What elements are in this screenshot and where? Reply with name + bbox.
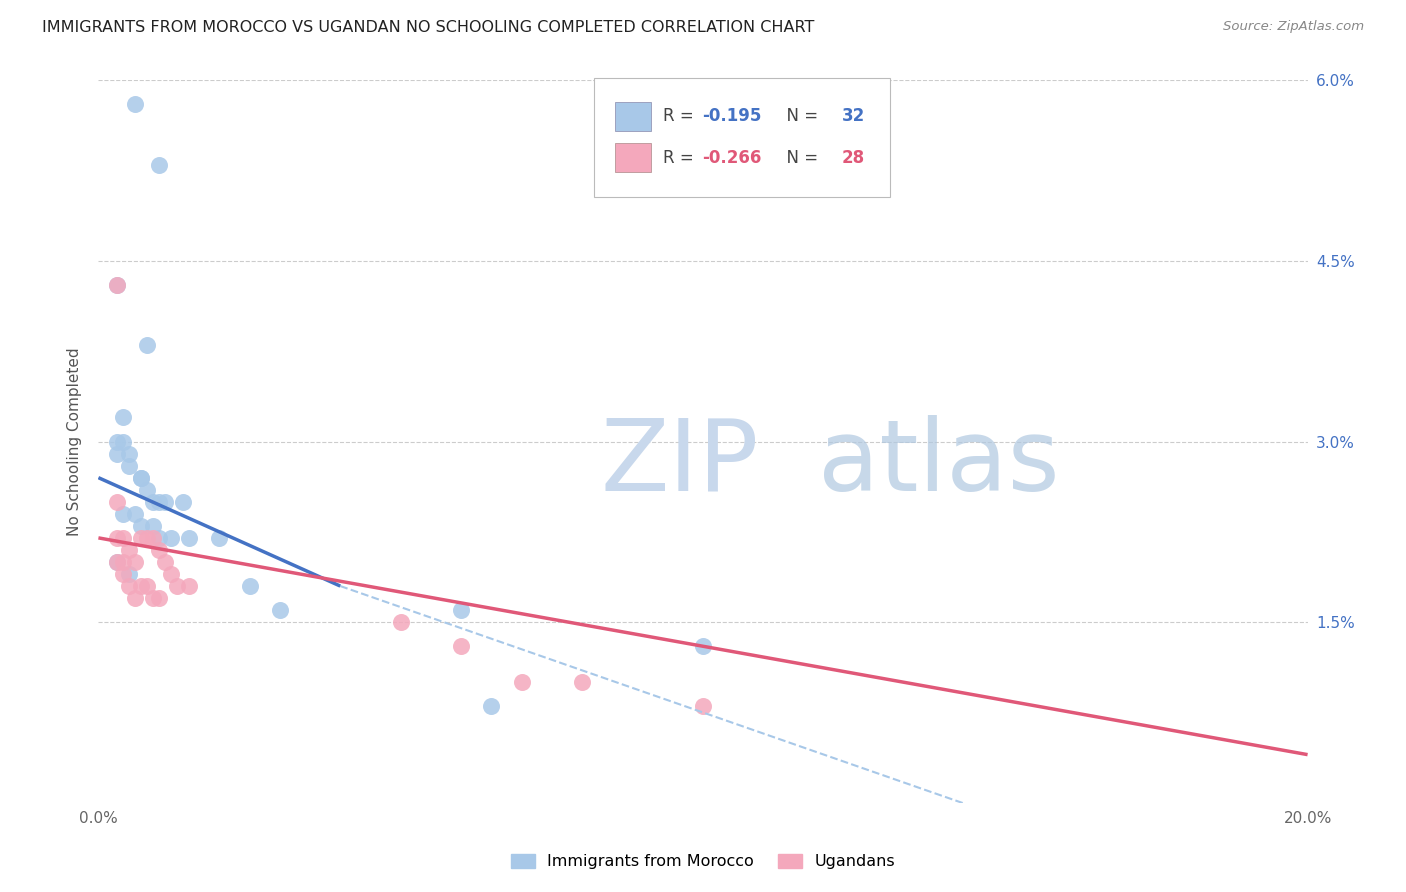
Point xyxy=(160,531,183,545)
Text: IMMIGRANTS FROM MOROCCO VS UGANDAN NO SCHOOLING COMPLETED CORRELATION CHART: IMMIGRANTS FROM MOROCCO VS UGANDAN NO SC… xyxy=(42,20,814,35)
Y-axis label: No Schooling Completed: No Schooling Completed xyxy=(67,347,83,536)
Point xyxy=(105,555,128,569)
Point xyxy=(135,579,157,593)
Point xyxy=(124,97,146,112)
Point xyxy=(148,157,170,171)
Point xyxy=(239,579,262,593)
Point xyxy=(160,567,183,582)
Text: -0.266: -0.266 xyxy=(702,149,761,167)
Point xyxy=(172,494,194,508)
Point xyxy=(153,494,176,508)
Text: R =: R = xyxy=(664,107,699,126)
Point xyxy=(142,531,165,545)
Text: -0.195: -0.195 xyxy=(702,107,761,126)
Point xyxy=(179,531,201,545)
Point xyxy=(129,579,152,593)
Text: R =: R = xyxy=(664,149,699,167)
Point xyxy=(118,542,141,557)
Point xyxy=(692,639,714,653)
Point xyxy=(124,591,146,605)
Legend: Immigrants from Morocco, Ugandans: Immigrants from Morocco, Ugandans xyxy=(506,849,900,874)
Point xyxy=(148,531,170,545)
Point xyxy=(148,494,170,508)
Bar xyxy=(614,102,651,131)
Point xyxy=(481,699,503,714)
Point xyxy=(111,434,134,449)
Point xyxy=(129,470,152,484)
Point xyxy=(692,699,714,714)
Point xyxy=(105,494,128,508)
Point xyxy=(129,470,152,484)
FancyBboxPatch shape xyxy=(595,78,890,197)
Point xyxy=(105,434,128,449)
Point xyxy=(111,555,134,569)
Point xyxy=(135,531,157,545)
Point xyxy=(118,579,141,593)
Point xyxy=(105,555,128,569)
Point xyxy=(105,278,128,293)
Point xyxy=(389,615,412,630)
Point xyxy=(208,531,231,545)
Text: 28: 28 xyxy=(842,149,865,167)
Point xyxy=(111,507,134,521)
Point xyxy=(135,338,157,352)
Point xyxy=(124,555,146,569)
Point xyxy=(450,639,472,653)
Text: N =: N = xyxy=(776,149,823,167)
Text: ZIP: ZIP xyxy=(600,415,759,512)
Point xyxy=(118,458,141,473)
Point xyxy=(111,567,134,582)
Point xyxy=(510,675,533,690)
Point xyxy=(105,446,128,460)
Point xyxy=(571,675,593,690)
Point xyxy=(118,567,141,582)
Text: 32: 32 xyxy=(842,107,865,126)
Point xyxy=(129,518,152,533)
Point xyxy=(269,603,291,617)
Bar xyxy=(614,143,651,172)
Point xyxy=(111,531,134,545)
Point xyxy=(118,446,141,460)
Point xyxy=(142,494,165,508)
Point xyxy=(135,483,157,497)
Point xyxy=(450,603,472,617)
Point xyxy=(124,507,146,521)
Point xyxy=(142,518,165,533)
Point xyxy=(166,579,188,593)
Point xyxy=(105,531,128,545)
Text: N =: N = xyxy=(776,107,823,126)
Point xyxy=(148,542,170,557)
Point xyxy=(105,278,128,293)
Point xyxy=(148,591,170,605)
Point xyxy=(111,410,134,425)
Point xyxy=(129,531,152,545)
Point xyxy=(179,579,201,593)
Text: Source: ZipAtlas.com: Source: ZipAtlas.com xyxy=(1223,20,1364,33)
Point xyxy=(153,555,176,569)
Text: atlas: atlas xyxy=(818,415,1060,512)
Point xyxy=(142,591,165,605)
